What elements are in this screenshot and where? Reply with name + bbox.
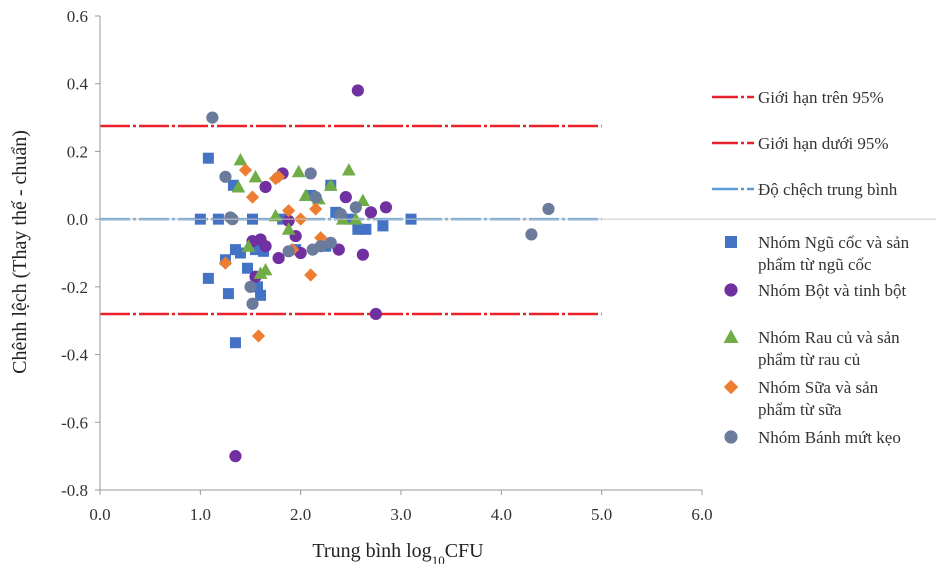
data-point-series-1 <box>259 240 272 253</box>
x-axis-label-main: Trung bình log <box>312 540 431 562</box>
x-tick-label: 0.0 <box>89 505 110 524</box>
legend-label: phẩm từ ngũ cốc <box>758 255 872 274</box>
data-point-series-0 <box>202 152 214 164</box>
data-point-series-3 <box>245 190 260 204</box>
data-point-series-4 <box>244 280 257 293</box>
y-tick-label: -0.4 <box>61 346 88 365</box>
data-point-series-3 <box>304 268 318 282</box>
data-point-series-1 <box>332 243 345 256</box>
data-point-series-2 <box>241 239 256 252</box>
data-point-series-0 <box>377 220 389 232</box>
data-point-series-4 <box>224 211 237 224</box>
y-tick-label: 0.2 <box>67 142 88 161</box>
legend-label: phẩm từ rau củ <box>758 350 861 369</box>
data-point-series-2 <box>233 153 248 166</box>
data-point-series-2 <box>253 266 268 279</box>
legend-marker-symbol <box>725 236 737 248</box>
data-point-series-3 <box>271 170 286 184</box>
data-point-series-0 <box>360 223 372 235</box>
data-point-series-0 <box>222 288 234 300</box>
legend-label: Nhóm Bánh mứt kẹo <box>758 428 901 447</box>
x-tick-label: 2.0 <box>290 505 311 524</box>
data-point-series-2 <box>298 188 313 201</box>
x-tick-label: 5.0 <box>591 505 612 524</box>
data-point-series-2 <box>291 164 306 178</box>
data-point-series-4 <box>306 243 319 256</box>
x-axis-label-subscript: 10 <box>432 553 445 564</box>
data-point-series-3 <box>251 329 266 343</box>
data-point-series-4 <box>304 167 317 180</box>
legend-marker-symbol <box>723 329 739 343</box>
legend-label: Giới hạn dưới 95% <box>758 134 889 153</box>
data-point-series-0 <box>234 247 246 259</box>
data-point-series-3 <box>218 256 233 270</box>
data-point-series-1 <box>259 180 272 194</box>
data-point-series-1 <box>272 251 285 265</box>
data-point-series-4 <box>334 207 347 221</box>
data-point-series-4 <box>219 170 232 183</box>
data-point-series-4 <box>206 111 219 124</box>
data-point-series-4 <box>324 236 337 249</box>
y-tick-label: 0.0 <box>67 210 88 229</box>
data-point-series-0 <box>241 262 253 274</box>
legend-label: Nhóm Sữa và sản <box>758 378 879 397</box>
data-point-series-0 <box>252 281 264 293</box>
data-point-series-3 <box>309 202 323 216</box>
legend-label: Nhóm Bột và tinh bột <box>758 281 907 300</box>
data-point-series-3 <box>282 204 296 218</box>
legend-label: Giới hạn trên 95% <box>758 88 884 107</box>
x-tick-label: 4.0 <box>491 505 512 524</box>
data-point-series-0 <box>352 223 364 235</box>
legend-marker-symbol <box>724 283 738 297</box>
data-point-series-0 <box>202 272 214 284</box>
y-axis-label: Chênh lệch (Thay thế - chuẩn) <box>9 130 31 374</box>
data-point-series-4 <box>309 191 322 204</box>
data-point-series-2 <box>281 222 296 235</box>
y-tick-label: 0.4 <box>67 75 89 94</box>
x-tick-label: 6.0 <box>691 505 712 524</box>
data-point-series-2 <box>323 178 338 191</box>
x-axis-label: Trung bình log10CFU <box>312 540 484 564</box>
legend-marker-symbol <box>724 430 738 444</box>
y-tick-label: -0.8 <box>61 481 88 500</box>
data-point-series-3 <box>238 163 253 177</box>
legend-label: phẩm từ sữa <box>758 400 842 419</box>
data-point-series-1 <box>351 84 364 97</box>
data-point-series-1 <box>364 206 377 219</box>
data-point-series-2 <box>268 208 283 222</box>
y-tick-label: 0.6 <box>67 7 88 26</box>
data-point-series-1 <box>339 191 352 204</box>
data-point-series-1 <box>379 201 393 214</box>
data-point-series-4 <box>349 201 362 214</box>
legend-label: Độ chệch trung bình <box>758 180 898 199</box>
data-point-series-0 <box>250 244 262 256</box>
x-tick-label: 3.0 <box>390 505 411 524</box>
data-point-series-2 <box>341 163 356 176</box>
data-point-series-0 <box>229 337 241 349</box>
x-tick-label: 1.0 <box>190 505 211 524</box>
data-point-series-1 <box>369 307 383 321</box>
data-point-series-4 <box>525 228 538 241</box>
data-point-series-1 <box>229 450 242 463</box>
legend-label: Nhóm Ngũ cốc và sản <box>758 233 910 252</box>
y-tick-label: -0.6 <box>61 413 88 432</box>
data-point-series-1 <box>356 248 369 261</box>
data-point-series-3 <box>314 231 328 245</box>
data-point-series-2 <box>248 169 263 183</box>
data-point-series-4 <box>282 245 295 258</box>
data-point-series-4 <box>246 297 259 310</box>
data-point-series-1 <box>282 214 295 227</box>
data-point-series-0 <box>255 289 267 301</box>
data-point-series-2 <box>231 180 246 193</box>
data-point-series-4 <box>542 202 555 216</box>
x-axis-label-suffix: CFU <box>445 540 484 562</box>
y-tick-label: -0.2 <box>61 278 88 297</box>
data-point-series-0 <box>227 179 239 191</box>
data-point-series-2 <box>348 212 363 225</box>
legend-marker-symbol <box>723 379 739 395</box>
legend-label: Nhóm Rau củ và sản <box>758 328 900 347</box>
